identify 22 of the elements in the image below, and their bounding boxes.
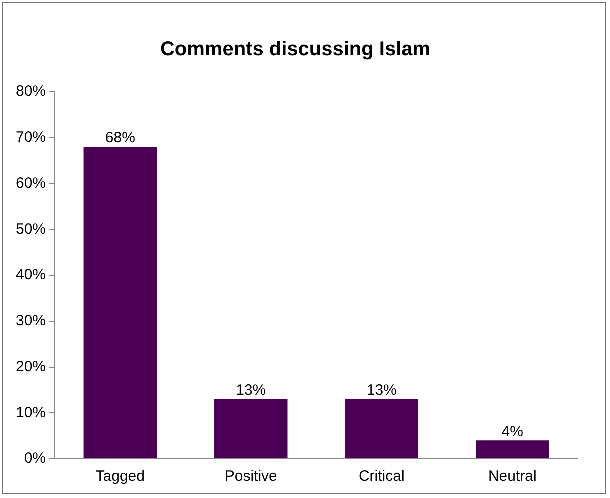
x-tick-label: Positive xyxy=(224,468,278,486)
data-label: 68% xyxy=(105,130,136,147)
bar xyxy=(84,147,158,458)
y-tick-label: 80% xyxy=(16,83,46,100)
x-tick-label: Tagged xyxy=(96,468,146,486)
bar xyxy=(214,399,288,458)
y-tick-label: 10% xyxy=(16,404,46,422)
data-label: 13% xyxy=(236,382,266,400)
x-tick-label: Critical xyxy=(358,468,405,486)
y-tick-label: 70% xyxy=(16,129,46,146)
bar xyxy=(476,440,550,458)
data-label: 13% xyxy=(366,382,397,400)
y-tick-label: 50% xyxy=(16,220,46,238)
chart-title: Comments discussing Islam xyxy=(160,38,431,61)
y-tick-label: 60% xyxy=(16,174,46,192)
y-tick-label: 0% xyxy=(24,450,46,468)
bar xyxy=(345,399,418,458)
x-tick-label: Neutral xyxy=(488,468,537,486)
y-tick-label: 20% xyxy=(16,358,46,376)
y-tick-label: 30% xyxy=(16,312,46,330)
y-tick-label: 40% xyxy=(16,266,46,284)
data-label: 4% xyxy=(502,423,524,440)
